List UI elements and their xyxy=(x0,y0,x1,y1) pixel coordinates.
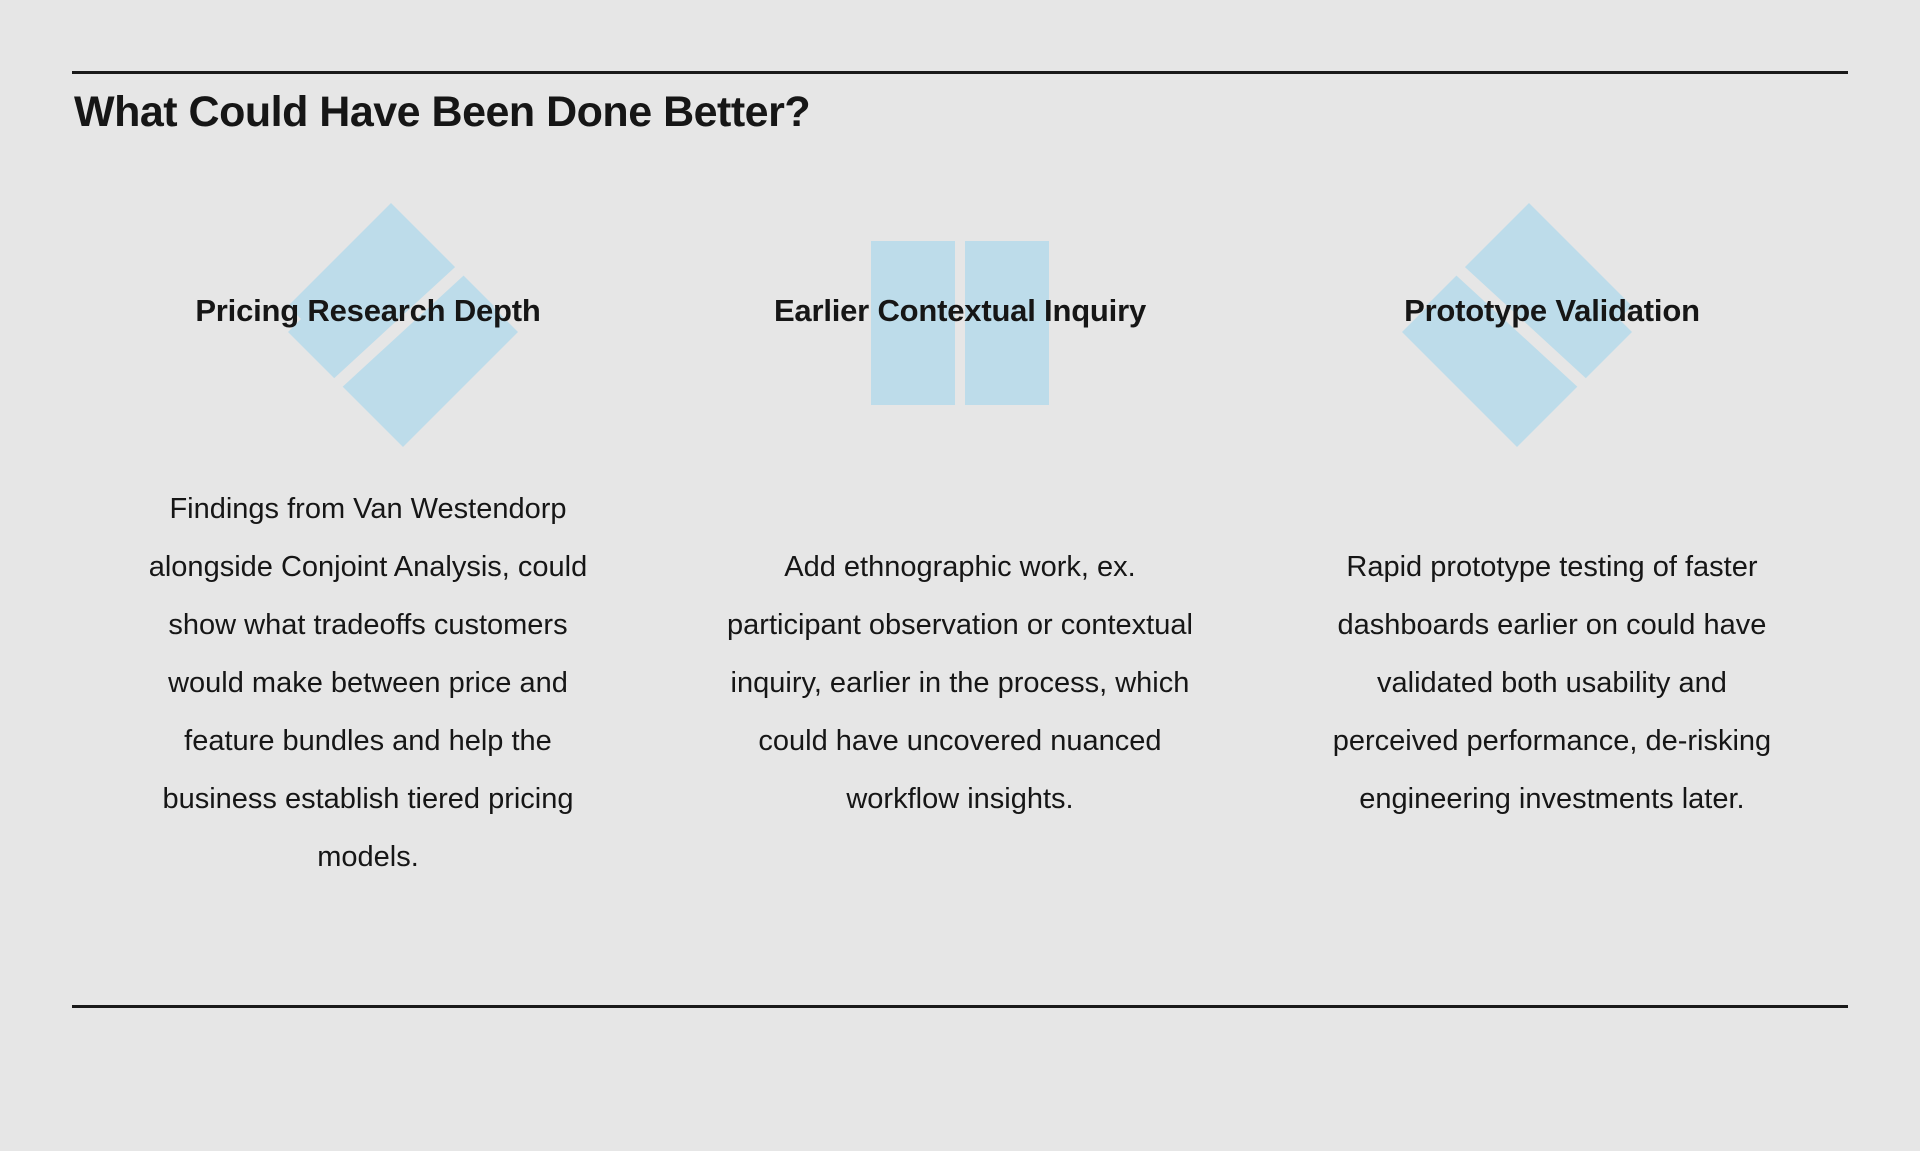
column-heading: Earlier Contextual Inquiry xyxy=(773,293,1146,328)
slide: What Could Have Been Done Better? Pricin… xyxy=(0,71,1920,1151)
column-figure: Pricing Research Depth xyxy=(72,150,664,450)
column-body-text: Findings from Van Westendorp alongside C… xyxy=(148,493,588,873)
columns-container: Pricing Research Depth Findings from Van… xyxy=(72,150,1848,898)
pillar-right-icon xyxy=(964,241,1049,405)
bottom-divider xyxy=(72,1005,1848,1008)
page-title: What Could Have Been Done Better? xyxy=(74,88,811,136)
top-divider xyxy=(72,71,1848,74)
column-body-wrap: Add ethnographic work, ex. participant o… xyxy=(664,468,1256,898)
column-figure: Earlier Contextual Inquiry xyxy=(664,150,1256,450)
column-heading: Pricing Research Depth xyxy=(195,293,541,328)
column-body-text: Add ethnographic work, ex. participant o… xyxy=(727,551,1193,815)
column-body-text: Rapid prototype testing of faster dashbo… xyxy=(1332,551,1772,815)
column-body-wrap: Findings from Van Westendorp alongside C… xyxy=(72,468,664,898)
column-heading: Prototype Validation xyxy=(1404,293,1700,328)
column-prototype-validation: Prototype Validation Rapid prototype tes… xyxy=(1256,150,1848,898)
split-diamonds-mirrored-icon xyxy=(1381,199,1642,447)
column-contextual-inquiry: Earlier Contextual Inquiry Add ethnograp… xyxy=(664,150,1256,898)
column-pricing-research: Pricing Research Depth Findings from Van… xyxy=(72,150,664,898)
pillar-left-icon xyxy=(870,241,955,405)
column-body-wrap: Rapid prototype testing of faster dashbo… xyxy=(1256,468,1848,898)
column-figure: Prototype Validation xyxy=(1256,150,1848,450)
split-diamonds-icon xyxy=(277,199,538,447)
